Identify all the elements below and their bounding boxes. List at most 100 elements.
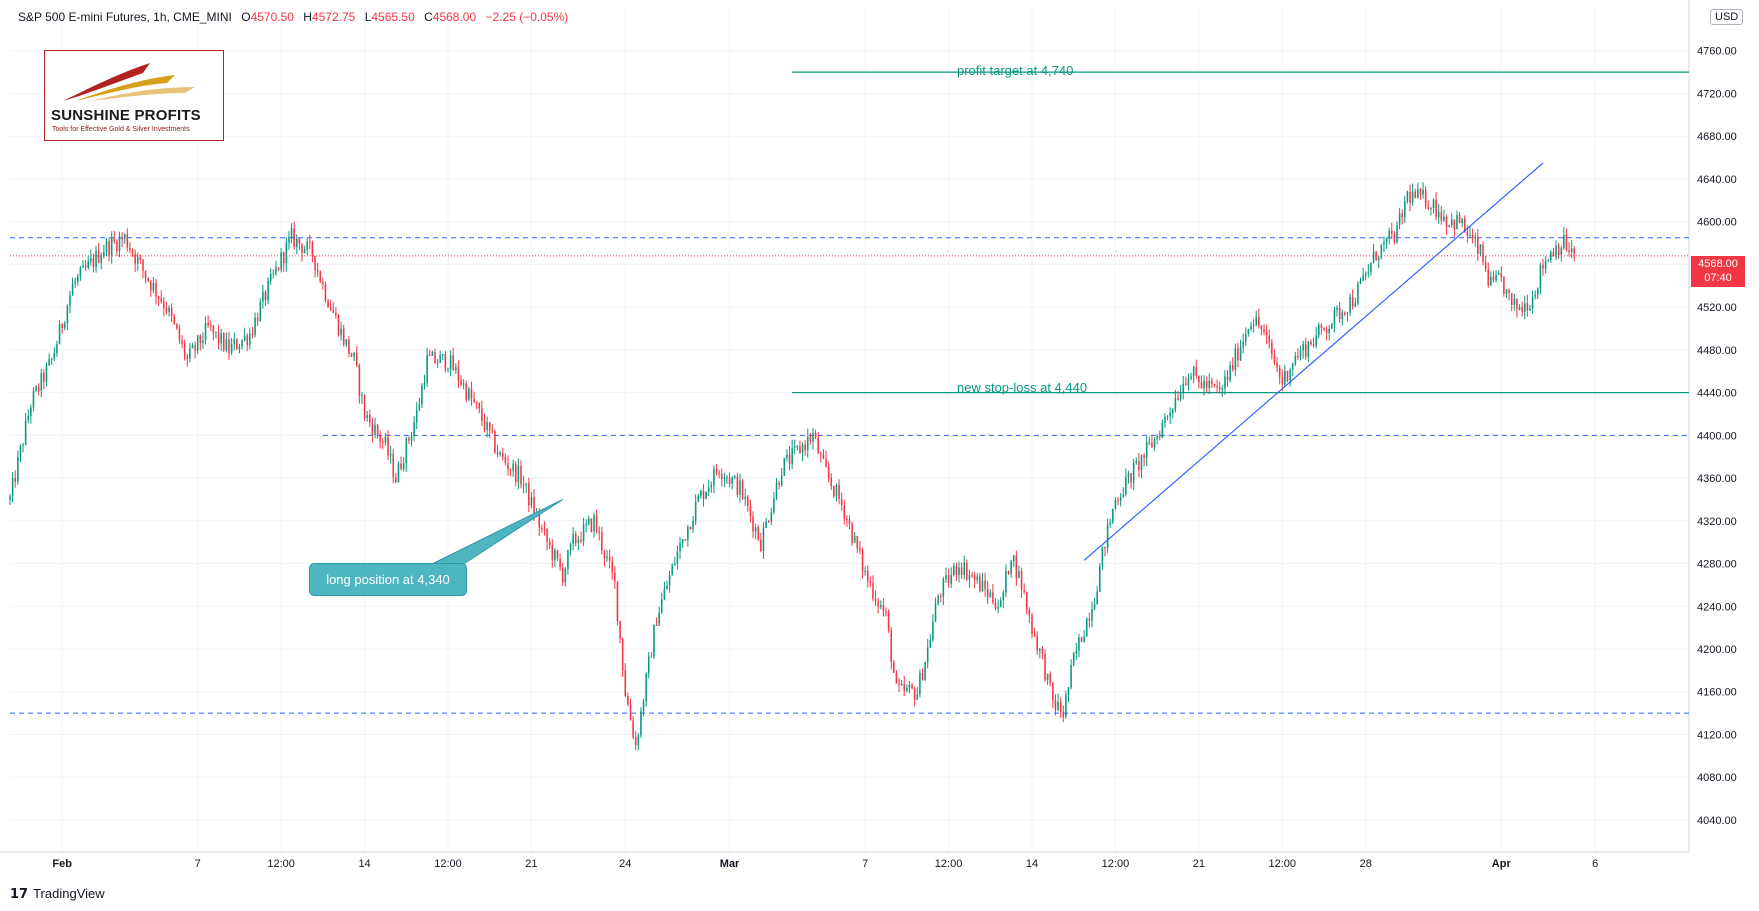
candle-body (1406, 191, 1409, 202)
candle-body (968, 575, 971, 580)
candle-body (932, 621, 934, 640)
candle-body (37, 386, 40, 391)
candle-body (655, 624, 658, 626)
candle-body (1573, 248, 1576, 254)
candle-body (1052, 682, 1054, 701)
candle-body (1265, 332, 1268, 336)
candle-body (1351, 296, 1354, 307)
candle-body (778, 482, 780, 485)
candle-body (48, 359, 50, 366)
candle-body (572, 533, 574, 544)
candle-body (882, 605, 885, 612)
candle-body (1380, 244, 1383, 258)
candle-body (160, 298, 162, 302)
candle-body (554, 550, 556, 560)
candle-body (306, 241, 308, 250)
tradingview-branding[interactable]: 𝟭𝟳 TradingView (10, 886, 105, 902)
candle-body (415, 410, 418, 423)
candle-body (1250, 325, 1252, 330)
candle-body (953, 566, 955, 575)
candle-body (1039, 648, 1041, 651)
time-tick-label: 12:00 (267, 858, 295, 870)
candle-body (14, 477, 16, 482)
stop-loss-label: new stop-loss at 4,440 (957, 380, 1088, 395)
candle-body (700, 490, 702, 496)
candle-body (366, 415, 368, 418)
candle-body (1044, 653, 1046, 680)
candle-body (705, 491, 707, 499)
candle-body (864, 570, 866, 572)
candle-body (1268, 335, 1271, 343)
candle-body (337, 315, 340, 336)
candle-body (814, 433, 817, 438)
candle-body (1237, 348, 1239, 361)
candle-body (577, 539, 580, 543)
candle-body (999, 600, 1002, 608)
candle-body (442, 354, 444, 356)
candle-body (1568, 250, 1570, 252)
candle-body (728, 477, 731, 484)
candle-body (238, 346, 241, 350)
candle-body (262, 291, 264, 302)
candle-body (921, 672, 924, 680)
candle-body (1422, 190, 1424, 195)
candle-body (311, 242, 314, 257)
candle-body (1417, 189, 1419, 199)
price-tick-label: 4160.00 (1697, 687, 1737, 699)
candle-body (929, 639, 932, 648)
candle-body (1211, 380, 1213, 384)
candle-body (1119, 497, 1122, 502)
candle-body (35, 386, 37, 391)
candle-body (1539, 264, 1542, 289)
candle-body (1432, 199, 1435, 209)
tradingview-brand: TradingView (33, 886, 105, 901)
candle-body (1179, 393, 1182, 400)
candle-body (908, 684, 911, 688)
candle-body (833, 485, 835, 497)
candle-body (275, 267, 277, 274)
candle-body (1093, 604, 1096, 610)
candle-body (765, 521, 767, 528)
candle-body (958, 567, 960, 575)
price-tick-label: 4600.00 (1697, 217, 1737, 229)
candle-body (58, 323, 61, 345)
candle-body (163, 301, 165, 308)
candle-body (1203, 380, 1205, 389)
candle-body (228, 339, 230, 354)
candle-body (389, 454, 392, 456)
candle-body (212, 325, 215, 333)
candle-body (434, 352, 436, 363)
currency-button[interactable]: USD (1710, 9, 1744, 25)
candle-body (392, 454, 395, 478)
candle-body (236, 339, 238, 350)
candle-body (100, 256, 103, 263)
candle-body (947, 575, 950, 584)
candle-body (1005, 570, 1007, 593)
symbol-title[interactable]: S&P 500 E-mini Futures, 1h, CME_MINI (18, 10, 232, 24)
candle-body (580, 539, 582, 542)
candle-body (1289, 370, 1291, 381)
candle-body (1234, 348, 1237, 370)
candle-body (1198, 375, 1200, 383)
candle-body (1550, 252, 1552, 261)
candle-body (322, 282, 324, 285)
candle-body (1200, 382, 1203, 389)
candle-body (293, 228, 295, 247)
candle-body (1388, 230, 1390, 238)
candle-body (1448, 224, 1450, 227)
candle-body (316, 270, 319, 272)
candle-body (898, 683, 900, 686)
candle-body (1242, 341, 1244, 348)
candle-body (1007, 570, 1010, 575)
time-tick-label: 24 (619, 858, 631, 870)
long-position-callout[interactable]: long position at 4,340 (309, 563, 467, 596)
candle-body (671, 564, 673, 576)
candle-body (1479, 244, 1482, 254)
candle-body (421, 385, 423, 405)
candle-body (1304, 344, 1307, 357)
price-tick-label: 4480.00 (1697, 345, 1737, 357)
candle-body (84, 265, 87, 268)
candle-body (1471, 234, 1474, 239)
candle-body (1461, 218, 1463, 223)
